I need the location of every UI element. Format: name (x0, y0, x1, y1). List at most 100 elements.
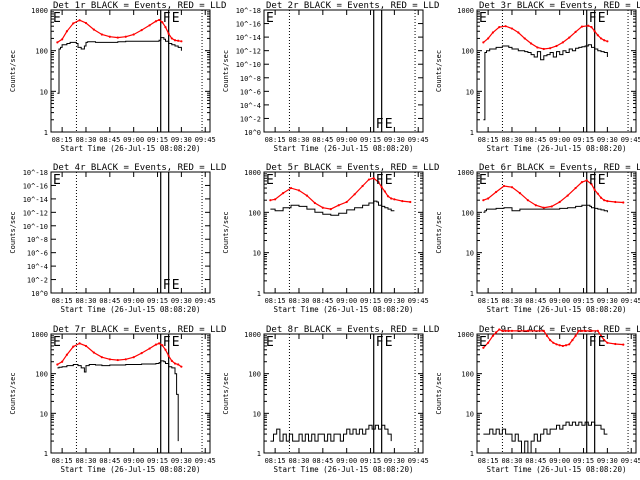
panel-det4: Det 4r BLACK = Events, RED = LLD 10^0 10^-… (9, 163, 226, 314)
y-tick-label: 1 (470, 450, 474, 458)
lld-point (108, 35, 111, 38)
y-tick-label: 10^-2 (240, 115, 261, 123)
lld-point (132, 33, 135, 36)
flag-label: E (598, 335, 606, 350)
y-tick-label: 10^-6 (240, 88, 261, 96)
plot-frame (476, 9, 637, 133)
panel-title: Det 8r BLACK = Events, RED = LLD (266, 325, 439, 335)
lld-point (561, 41, 564, 44)
series-line-events (270, 424, 392, 442)
lld-point (345, 200, 348, 204)
flag-label: E (53, 11, 61, 26)
lld-point (313, 201, 316, 205)
y-tick-label: 10^-14 (236, 34, 261, 42)
lld-point (590, 183, 593, 186)
lld-point (92, 28, 96, 31)
lld-point (542, 206, 545, 209)
plot-frame (50, 9, 211, 133)
lld-point (132, 356, 135, 359)
flag-label: E (172, 11, 180, 26)
series-line-events (57, 37, 182, 94)
lld-point (180, 40, 183, 43)
x-tick-label: 09:00 (336, 136, 357, 144)
x-tick-label: 08:15 (265, 297, 286, 305)
lld-point (289, 186, 293, 190)
lld-point (161, 21, 164, 24)
x-tick-label: 08:15 (52, 297, 73, 305)
flag-label: F (589, 11, 597, 26)
x-tick-label: 08:45 (99, 136, 120, 144)
lld-point (170, 359, 173, 362)
panel-title: Det 3r BLACK = Events, RED = LLD (479, 1, 640, 11)
flag-label: F (163, 335, 171, 350)
flag-label: E (53, 335, 61, 350)
y-tick-label: 10^-12 (236, 48, 261, 56)
lld-point (269, 199, 272, 202)
x-tick-label: 08:45 (99, 457, 120, 465)
flag-label: E (266, 173, 274, 188)
flag-label: E (53, 173, 61, 188)
x-tick-label: 09:00 (549, 457, 570, 465)
x-tick-label: 09:45 (195, 457, 216, 465)
y-tick-label: 1000 (457, 331, 474, 339)
lld-point (584, 329, 587, 332)
lld-point (72, 345, 75, 348)
flag-label: F (376, 173, 384, 188)
lld-point (574, 30, 577, 33)
x-tick-label: 08:30 (288, 457, 309, 465)
lld-point (72, 22, 75, 25)
y-tick-label: 1000 (244, 331, 261, 339)
x-tick-label: 09:15 (147, 136, 168, 144)
lld-point (158, 18, 161, 22)
plot-frame (50, 333, 211, 454)
lld-point (482, 346, 485, 349)
lld-point (158, 342, 161, 345)
x-tick-label: 08:30 (75, 136, 96, 144)
lld-point (596, 329, 599, 332)
lld-point (297, 189, 301, 192)
y-tick-label: 100 (35, 371, 48, 379)
y-axis-label: Counts/sec (435, 50, 443, 92)
lld-point (614, 342, 617, 346)
plot-frame (476, 171, 637, 294)
lld-point (164, 25, 167, 29)
x-tick-label: 09:00 (123, 136, 144, 144)
y-tick-label: 1000 (31, 7, 48, 15)
x-tick-label: 09:15 (360, 136, 381, 144)
y-tick-label: 10 (40, 410, 48, 418)
lld-point (487, 37, 490, 40)
x-tick-label: 08:45 (525, 136, 546, 144)
y-tick-label: 10^-16 (23, 182, 48, 190)
x-tick-label: 08:45 (525, 457, 546, 465)
flag-label: F (163, 11, 171, 26)
x-tick-label: 09:15 (573, 297, 594, 305)
x-tick-label: 09:30 (384, 457, 405, 465)
y-tick-label: 10^-16 (236, 21, 261, 29)
flag-label: E (172, 278, 180, 293)
panel-title: Det 1r BLACK = Events, RED = LLD (53, 1, 226, 11)
series-line-events (270, 200, 395, 216)
y-tick-label: 1000 (31, 331, 48, 339)
lld-point (390, 197, 393, 200)
lld-point (622, 343, 625, 346)
lld-point (170, 37, 173, 40)
flag-label: F (376, 117, 384, 132)
panel-title: Det 2r BLACK = Events, RED = LLD (266, 1, 439, 11)
y-tick-label: 10^0 (31, 290, 48, 298)
lld-point (606, 40, 609, 43)
y-tick-label: 10^-8 (240, 75, 261, 83)
x-tick-label: 09:30 (597, 457, 618, 465)
lld-point (574, 186, 577, 190)
lld-point (494, 331, 498, 334)
y-tick-label: 1 (470, 129, 474, 137)
y-tick-label: 10^-4 (27, 263, 48, 271)
x-tick-label: 09:00 (123, 457, 144, 465)
plot-frame (263, 9, 424, 133)
y-tick-label: 1 (44, 450, 48, 458)
y-tick-label: 10^-12 (23, 209, 48, 217)
lld-point (100, 33, 103, 36)
lld-point (504, 329, 507, 332)
x-tick-label: 08:15 (52, 136, 73, 144)
lld-point (140, 29, 143, 32)
flag-label: E (385, 335, 393, 350)
